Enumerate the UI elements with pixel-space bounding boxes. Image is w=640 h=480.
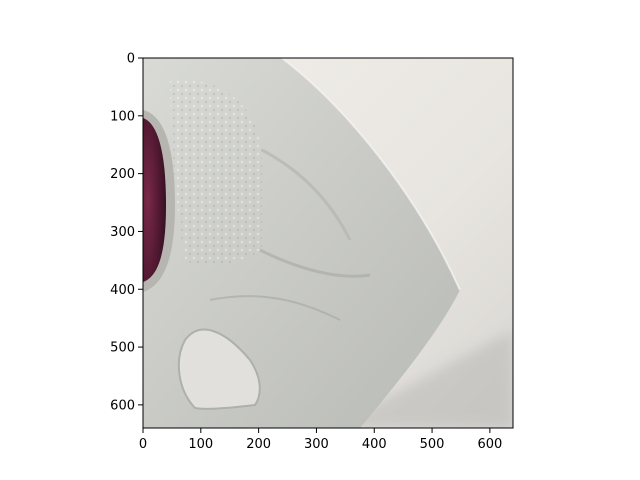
- y-axis: 0 100 200 300 400 500 600: [110, 52, 143, 413]
- y-tick-label: 400: [110, 283, 135, 298]
- x-tick-label: 100: [188, 437, 213, 452]
- y-tick-label: 300: [110, 225, 135, 240]
- bottle-photo-image: [143, 58, 513, 428]
- x-tick-label: 400: [362, 437, 387, 452]
- x-tick-label: 300: [304, 437, 329, 452]
- y-tick-label: 0: [127, 52, 135, 67]
- y-tick-label: 200: [110, 167, 135, 182]
- x-tick-label: 600: [477, 437, 502, 452]
- y-tick-label: 600: [110, 398, 135, 413]
- x-tick-label: 500: [420, 437, 445, 452]
- y-tick-label: 100: [110, 109, 135, 124]
- y-tick-label: 500: [110, 341, 135, 356]
- x-tick-label: 200: [246, 437, 271, 452]
- x-tick-label: 0: [139, 437, 147, 452]
- x-axis: 0 100 200 300 400 500 600: [139, 428, 502, 452]
- axes-frame: [142, 57, 514, 429]
